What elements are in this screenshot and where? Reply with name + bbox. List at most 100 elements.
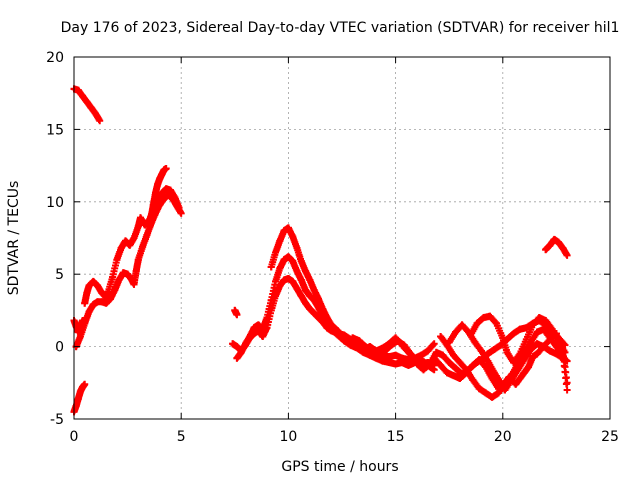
data-point: [76, 332, 84, 340]
data-point: [490, 369, 498, 377]
data-point: [374, 351, 382, 359]
data-point: [162, 185, 170, 193]
data-point: [117, 244, 125, 252]
data-point: [514, 366, 522, 374]
data-point: [437, 332, 445, 340]
x-tick-label: 0: [70, 429, 79, 445]
data-point: [233, 311, 241, 319]
data-point: [233, 343, 241, 351]
data-point: [512, 380, 520, 388]
y-tick-label: 15: [46, 122, 64, 138]
data-point: [280, 256, 288, 264]
data-point: [83, 98, 91, 106]
data-point: [259, 325, 267, 333]
data-point: [505, 373, 513, 381]
data-point: [74, 86, 82, 94]
data-point: [458, 321, 466, 329]
data-point: [276, 264, 284, 272]
data-point: [143, 231, 151, 239]
data-point: [81, 299, 89, 307]
data-point: [516, 350, 524, 358]
data-point: [267, 263, 275, 271]
data-point: [139, 243, 147, 251]
data-point: [280, 227, 288, 235]
data-point: [355, 337, 363, 345]
data-point: [102, 293, 110, 301]
y-tick-label: 20: [46, 50, 64, 66]
data-point: [449, 372, 457, 380]
data-point: [407, 350, 415, 358]
data-point: [477, 347, 485, 355]
data-point: [130, 280, 138, 288]
data-point: [109, 273, 117, 281]
data-point: [85, 308, 93, 316]
data-point: [334, 327, 342, 335]
data-point: [327, 321, 335, 329]
data-point: [310, 309, 318, 317]
data-point: [284, 275, 292, 283]
data-point: [302, 299, 310, 307]
data-point: [297, 257, 305, 265]
data-point: [475, 385, 483, 393]
data-point: [490, 345, 498, 353]
data-point: [542, 317, 550, 325]
data-point: [156, 175, 164, 183]
data-point: [154, 180, 162, 188]
data-point: [510, 359, 518, 367]
data-point: [289, 277, 297, 285]
data-point: [98, 298, 106, 306]
data-point: [559, 244, 567, 252]
data-point: [175, 204, 183, 212]
data-point: [473, 319, 481, 327]
data-point: [398, 359, 406, 367]
data-point: [115, 276, 123, 284]
x-tick-label: 20: [494, 429, 512, 445]
data-point: [400, 341, 408, 349]
data-point: [229, 340, 237, 348]
data-point: [306, 292, 314, 300]
data-point: [293, 285, 301, 293]
data-point: [104, 288, 112, 296]
data-point: [452, 364, 460, 372]
data-point: [94, 282, 102, 290]
data-point: [231, 306, 239, 314]
data-point: [482, 389, 490, 397]
data-point: [126, 241, 134, 249]
data-point: [563, 251, 571, 259]
data-point: [141, 221, 149, 229]
data-point: [145, 217, 153, 225]
data-point: [158, 170, 166, 178]
data-point: [510, 330, 518, 338]
data-point: [289, 257, 297, 265]
x-tick-label: 10: [279, 429, 297, 445]
data-point: [81, 319, 89, 327]
data-point: [246, 332, 254, 340]
data-point: [151, 189, 159, 197]
data-point: [467, 331, 475, 339]
data-point: [529, 353, 537, 361]
data-point: [437, 361, 445, 369]
data-point: [323, 314, 331, 322]
data-point: [456, 359, 464, 367]
data-point: [349, 334, 357, 342]
data-point: [306, 305, 314, 313]
data-point: [385, 359, 393, 367]
data-point: [96, 117, 104, 125]
data-point: [540, 343, 548, 351]
x-tick-label: 15: [387, 429, 405, 445]
y-tick-label: 5: [55, 267, 64, 283]
data-point: [387, 341, 395, 349]
data-point: [149, 201, 157, 209]
data-point: [293, 267, 301, 275]
data-point: [233, 354, 241, 362]
data-point: [136, 214, 144, 222]
data-point: [276, 237, 284, 245]
data-point: [520, 356, 528, 364]
data-point: [113, 256, 121, 264]
data-point: [426, 360, 434, 368]
data-point: [495, 389, 503, 397]
data-point: [533, 340, 541, 348]
y-tick-label: 0: [55, 340, 64, 356]
data-point: [284, 253, 292, 261]
data-point: [237, 348, 245, 356]
